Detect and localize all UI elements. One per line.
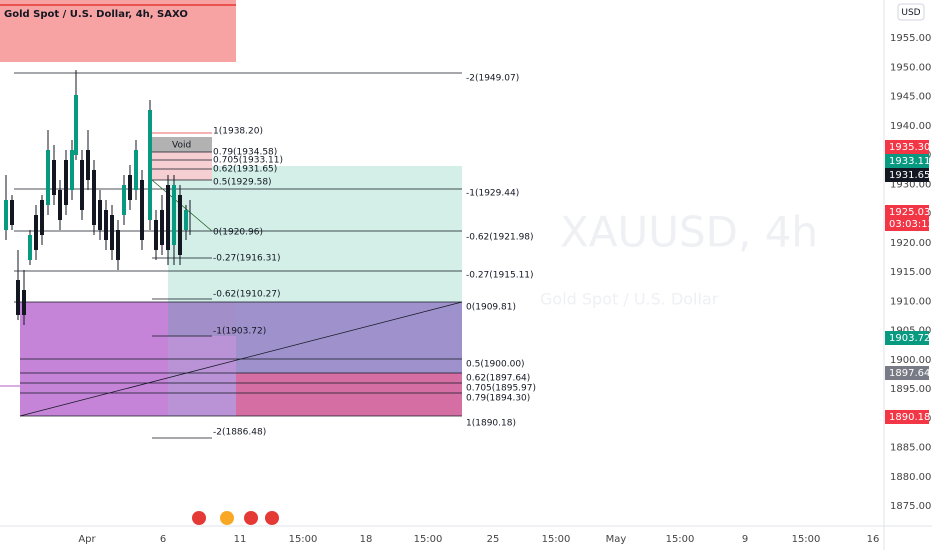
time-label: 15:00 <box>542 534 571 545</box>
fib-label: -2(1949.07) <box>466 74 519 84</box>
price-tag <box>885 168 929 182</box>
time-label: 25 <box>487 534 500 545</box>
time-label: 16 <box>867 534 880 545</box>
fib-label: 0.705(1895.97) <box>466 384 536 394</box>
price-tag <box>885 410 929 424</box>
void-label: Void <box>172 141 191 151</box>
time-axis: Apr 6 11 15:00 18 15:00 25 15:00 May 15:00 9 15:00 1… <box>78 534 879 545</box>
price-tag-label: 1933.11 <box>889 156 930 167</box>
supply-zone <box>0 0 236 62</box>
price-label: 1915.00 <box>890 267 931 278</box>
price-tag-label: 1925.03 <box>889 207 930 218</box>
price-tag-label: 1931.65 <box>889 170 930 181</box>
void-box <box>152 137 212 152</box>
time-label: 15:00 <box>414 534 443 545</box>
watermark: Gold Spot / U.S. Dollar <box>540 290 719 309</box>
currency[interactable]: USD <box>901 8 920 18</box>
price-label: 1885.00 <box>890 443 931 454</box>
price-label: 1955.00 <box>890 33 931 44</box>
price-tag <box>885 140 929 154</box>
price-tag-label: 1903.72 <box>889 333 930 344</box>
time-label: 18 <box>360 534 373 545</box>
demand-zone <box>168 302 236 336</box>
fib-label: 0.62(1897.64) <box>466 374 530 384</box>
fib-label: -0.62(1921.98) <box>466 233 534 243</box>
countdown: 03:03:13 <box>889 219 932 230</box>
fib-label: -1(1929.44) <box>466 189 519 199</box>
candles <box>4 70 191 325</box>
price-tag <box>885 205 929 231</box>
demand-zone <box>236 373 462 416</box>
time-label: May <box>606 534 627 545</box>
fib-label: 0.79(1934.58) <box>213 148 277 158</box>
time-label: 15:00 <box>289 534 318 545</box>
fib-label: -0.27(1916.31) <box>213 254 281 264</box>
price-label: 1945.00 <box>890 92 931 103</box>
fib-label: 0.62(1931.65) <box>213 165 277 175</box>
price-tag-label: 1890.18 <box>889 412 930 423</box>
price-label: 1920.00 <box>890 238 931 249</box>
price-axis: 1955.001950.001945.001940.001935.001930.… <box>890 33 931 512</box>
fib-label: 0(1909.81) <box>466 303 516 313</box>
price-tag-label: 1935.30 <box>889 142 930 153</box>
demand-zone <box>236 302 462 373</box>
fib-label: 0.79(1894.30) <box>466 394 530 404</box>
fib-labels: -2(1949.07)1(1938.20)0.79(1934.58)0.705(… <box>213 74 536 438</box>
fib-label: 1(1938.20) <box>213 127 263 137</box>
price-label: 1875.00 <box>890 501 931 512</box>
fib-label: 0.705(1933.11) <box>213 156 283 166</box>
fib-label: -2(1886.48) <box>213 428 266 438</box>
currency-button[interactable] <box>897 3 925 21</box>
watermark: XAUUSD, 4h <box>560 208 818 257</box>
price-tag <box>885 331 929 345</box>
fib-zone <box>152 152 212 180</box>
fib-label: 0.5(1900.00) <box>466 360 525 370</box>
fib-label: -0.62(1910.27) <box>213 290 281 300</box>
time-label: 15:00 <box>666 534 695 545</box>
time-label: 15:00 <box>792 534 821 545</box>
fib-label: -1(1903.72) <box>213 327 266 337</box>
price-label: 1880.00 <box>890 472 931 483</box>
price-tag <box>885 366 929 380</box>
price-tag <box>885 154 929 168</box>
time-label: 11 <box>234 534 247 545</box>
chart-title: Gold Spot / U.S. Dollar, 4h, SAXO <box>4 9 188 20</box>
time-label: Apr <box>78 534 96 545</box>
price-label: 1910.00 <box>890 296 931 307</box>
fib-label: 0.5(1929.58) <box>213 178 272 188</box>
price-label: 1900.00 <box>890 355 931 366</box>
price-label: 1940.00 <box>890 121 931 132</box>
price-tag-label: 1897.64 <box>889 368 930 379</box>
fib-lines <box>0 72 463 439</box>
fib-label: 1(1890.18) <box>466 419 516 429</box>
price-label: 1930.00 <box>890 179 931 190</box>
fib-label: -0.27(1915.11) <box>466 271 534 281</box>
price-label: 1895.00 <box>890 384 931 395</box>
fib-label: 0(1920.96) <box>213 228 263 238</box>
price-label: 1950.00 <box>890 62 931 73</box>
event-icons <box>192 511 279 525</box>
time-label: 9 <box>742 534 748 545</box>
time-label: 6 <box>160 534 166 545</box>
